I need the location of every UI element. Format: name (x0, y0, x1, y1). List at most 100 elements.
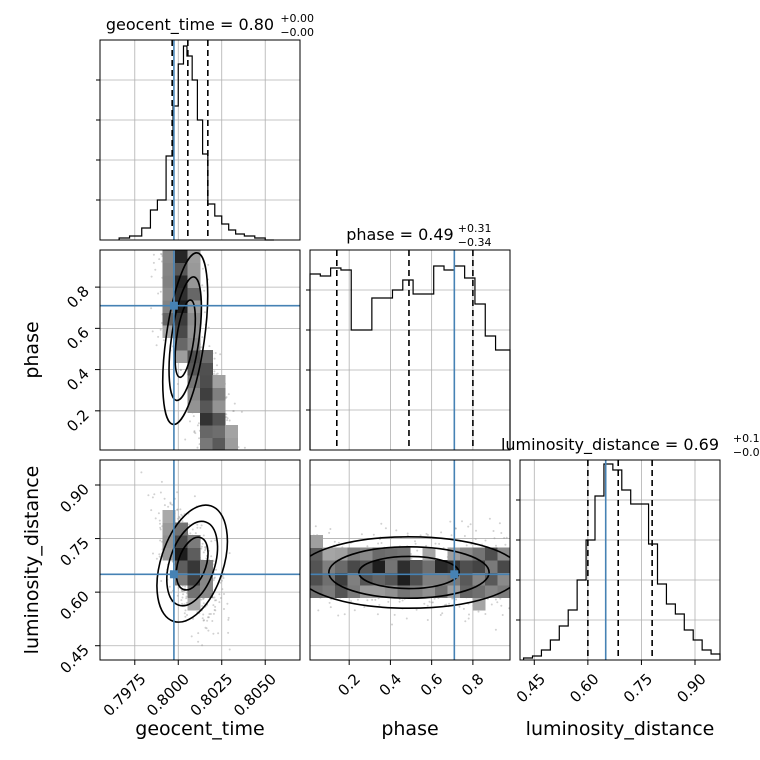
sample-point (180, 599, 183, 602)
sample-point (200, 598, 203, 601)
sample-point (328, 601, 331, 604)
density-cell (162, 510, 176, 523)
sample-point (243, 446, 246, 449)
sample-point (179, 368, 182, 371)
contour-level-2 (174, 299, 197, 379)
sample-point (374, 598, 377, 601)
sample-point (426, 619, 429, 621)
sample-point (159, 290, 162, 293)
sample-point (431, 601, 434, 604)
sample-point (343, 613, 346, 616)
xtick-label-geocent_time-1: 0.8000 (143, 670, 193, 720)
density-cell (162, 275, 176, 288)
density-cell (372, 547, 386, 561)
sample-point (474, 538, 477, 541)
sample-point (423, 602, 426, 605)
ytick-label-phase-2: 0.6 (63, 323, 93, 353)
sample-point (490, 603, 493, 606)
sample-point (176, 508, 179, 511)
density-cell (200, 400, 213, 413)
sample-point (428, 600, 431, 603)
sample-point (461, 520, 463, 523)
sample-point (228, 552, 231, 555)
sample-point (179, 508, 182, 511)
sample-point (202, 551, 205, 554)
sample-point (213, 370, 216, 373)
density-cell (200, 375, 213, 388)
sample-point (465, 544, 468, 547)
sample-point (203, 619, 205, 622)
density-cell (422, 572, 436, 586)
sample-point (212, 632, 215, 635)
density-cell (497, 572, 510, 586)
sample-point (159, 526, 162, 529)
sample-point (150, 307, 153, 310)
sample-point (184, 609, 187, 612)
contour-level-2 (358, 555, 460, 590)
sample-point (329, 528, 332, 530)
sample-point (150, 275, 153, 278)
sample-point (225, 396, 228, 399)
sample-point (201, 617, 204, 620)
sample-point (212, 560, 215, 563)
sample-point (210, 540, 213, 543)
sample-point (189, 420, 191, 423)
density-cell (335, 560, 348, 573)
density-cell (322, 572, 336, 586)
sample-point (176, 491, 179, 494)
density-cell (385, 572, 398, 586)
sample-point (169, 501, 172, 504)
sample-point (217, 632, 220, 635)
sample-point (202, 602, 205, 605)
title-plus-luminosity_distance: +0.10 (733, 432, 760, 445)
sample-point (225, 416, 228, 419)
density-cell (187, 547, 201, 561)
xtick-label-luminosity_distance-1: 0.60 (566, 670, 602, 706)
scatter-frame-geocent_time-phase (99, 249, 301, 451)
sample-point (193, 430, 196, 433)
sample-point (158, 519, 161, 522)
contour-level-1 (168, 276, 203, 402)
sample-point (176, 383, 179, 385)
sample-point (201, 267, 204, 270)
sample-point (391, 623, 393, 626)
sample-point (140, 471, 143, 474)
sample-point (152, 253, 155, 256)
sample-point (223, 608, 225, 610)
title-minus-geocent_time: −0.00 (280, 26, 314, 39)
sample-point (157, 335, 160, 338)
sample-point (158, 553, 161, 556)
sample-point (378, 603, 381, 606)
contour-level-1 (328, 545, 490, 600)
sample-point (196, 424, 199, 427)
ytick-label-luminosity_distance-3: 0.90 (56, 480, 92, 516)
density-cell (310, 560, 323, 573)
histogram-step-luminosity_distance (522, 463, 721, 660)
sample-point (219, 581, 222, 584)
density-cell (200, 387, 213, 401)
density-cell (187, 312, 201, 326)
sample-point (216, 364, 218, 367)
sample-point (160, 580, 163, 582)
title-luminosity_distance: luminosity_distance = 0.69 (501, 435, 719, 455)
density-cell (347, 572, 361, 586)
sample-point (159, 539, 162, 542)
sample-point (202, 597, 205, 600)
sample-point (204, 549, 206, 552)
sample-point (151, 496, 154, 499)
sample-point (314, 525, 317, 528)
sample-point (500, 604, 503, 607)
sample-point (317, 609, 320, 612)
sample-point (214, 609, 217, 612)
density-cell (187, 400, 201, 413)
ytick-label-phase-1: 0.4 (63, 365, 93, 395)
sample-point (505, 536, 508, 539)
contour-level-2 (175, 536, 209, 591)
sample-point (398, 600, 401, 603)
sample-point (202, 619, 205, 622)
ytick-label-luminosity_distance-2: 0.75 (56, 534, 92, 570)
sample-point (376, 613, 379, 616)
sample-point (227, 393, 230, 396)
sample-point (425, 544, 428, 547)
xtick-label-luminosity_distance-3: 0.90 (673, 670, 709, 706)
